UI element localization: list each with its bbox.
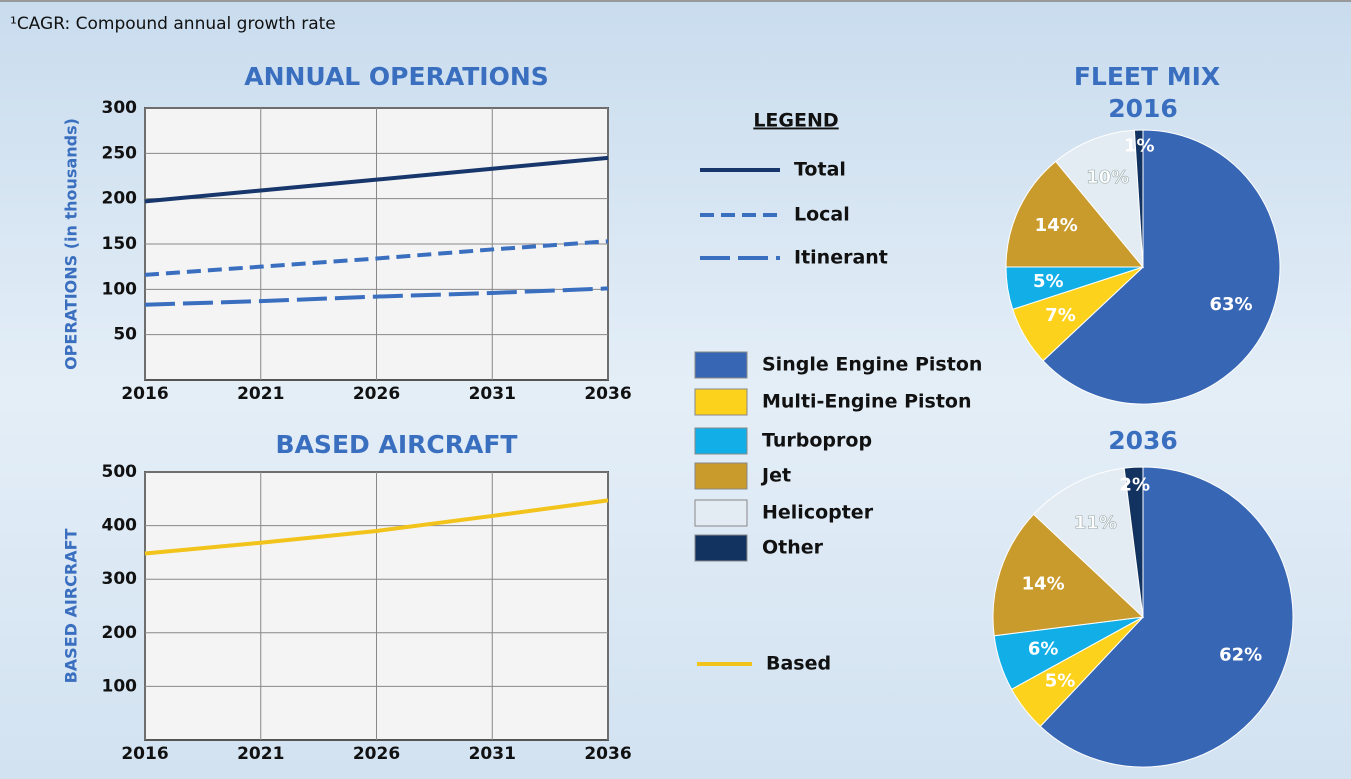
x-tick-label: 2026 — [353, 384, 400, 404]
pie-label: 14% — [1022, 574, 1065, 595]
y-tick-label: 100 — [102, 279, 138, 299]
pie-label: 63% — [1209, 294, 1252, 315]
pie-slice — [1054, 129, 1144, 269]
legend-label: Itinerant — [794, 247, 888, 269]
y-axis-label: BASED AIRCRAFT — [62, 529, 81, 684]
pie-label: 11% — [1074, 512, 1117, 533]
legend-label: Turboprop — [762, 430, 872, 452]
legend-label: Jet — [760, 465, 791, 487]
pie-slice — [1005, 160, 1145, 268]
x-tick-label: 2026 — [353, 744, 400, 764]
pie-subtitle: 2016 — [1108, 94, 1178, 123]
series-line — [144, 155, 609, 204]
pie-label: 5% — [1033, 271, 1064, 292]
y-tick-label: 100 — [102, 676, 138, 696]
pie-label: 14% — [1035, 215, 1078, 236]
y-tick-label: 200 — [102, 623, 138, 643]
pie-slice — [1039, 466, 1294, 768]
legend-swatch — [694, 534, 748, 562]
pie-label: 62% — [1219, 645, 1262, 666]
pie-slice — [1032, 467, 1144, 619]
pie-label: 2% — [1119, 474, 1150, 495]
x-tick-label: 2016 — [121, 384, 168, 404]
series-line — [144, 239, 609, 277]
x-tick-label: 2031 — [469, 744, 516, 764]
pie-slice — [1133, 129, 1144, 268]
legend-swatch — [694, 462, 748, 490]
x-tick-label: 2036 — [584, 744, 631, 764]
legend-label: Total — [794, 159, 846, 181]
pie-label: 7% — [1045, 305, 1076, 326]
x-tick-label: 2021 — [237, 744, 284, 764]
legend-label: Helicopter — [762, 502, 874, 524]
pie-slice — [1123, 466, 1144, 618]
legend-swatch — [694, 427, 748, 455]
pie-label: 1% — [1124, 135, 1155, 156]
y-tick-label: 400 — [102, 516, 138, 536]
pie-label: 10% — [1086, 167, 1129, 188]
y-tick-label: 150 — [102, 234, 138, 254]
x-tick-label: 2016 — [121, 744, 168, 764]
legend-label: Local — [794, 204, 850, 226]
pie-label: 5% — [1045, 670, 1076, 691]
legend-swatch — [694, 388, 748, 416]
pie-slice — [992, 513, 1145, 637]
chart-title: ANNUAL OPERATIONS — [244, 62, 549, 91]
series-line — [144, 286, 609, 307]
chart-title: FLEET MIX — [1074, 62, 1220, 91]
y-tick-label: 300 — [102, 98, 138, 118]
footnote: ¹CAGR: Compound annual growth rate — [10, 14, 336, 34]
legend-label: Single Engine Piston — [762, 354, 982, 376]
pie-subtitle: 2036 — [1108, 426, 1178, 455]
legend-label: Based — [766, 653, 831, 675]
legend-label: Other — [762, 537, 824, 559]
x-tick-label: 2031 — [469, 384, 516, 404]
legend-swatch — [694, 351, 748, 379]
y-axis-label: OPERATIONS (in thousands) — [62, 118, 81, 370]
chart-title: BASED AIRCRAFT — [276, 430, 518, 459]
pie-slice — [1042, 129, 1281, 405]
y-tick-label: 50 — [113, 325, 137, 345]
pie-label: 6% — [1028, 638, 1059, 659]
x-tick-label: 2036 — [584, 384, 631, 404]
legend-title: LEGEND — [753, 110, 838, 132]
y-tick-label: 200 — [102, 189, 138, 209]
legend-swatch — [694, 499, 748, 527]
y-tick-label: 500 — [102, 462, 138, 482]
y-tick-label: 250 — [102, 143, 138, 163]
x-tick-label: 2021 — [237, 384, 284, 404]
series-line — [144, 498, 609, 556]
y-tick-label: 300 — [102, 569, 138, 589]
legend-label: Multi-Engine Piston — [762, 391, 971, 413]
